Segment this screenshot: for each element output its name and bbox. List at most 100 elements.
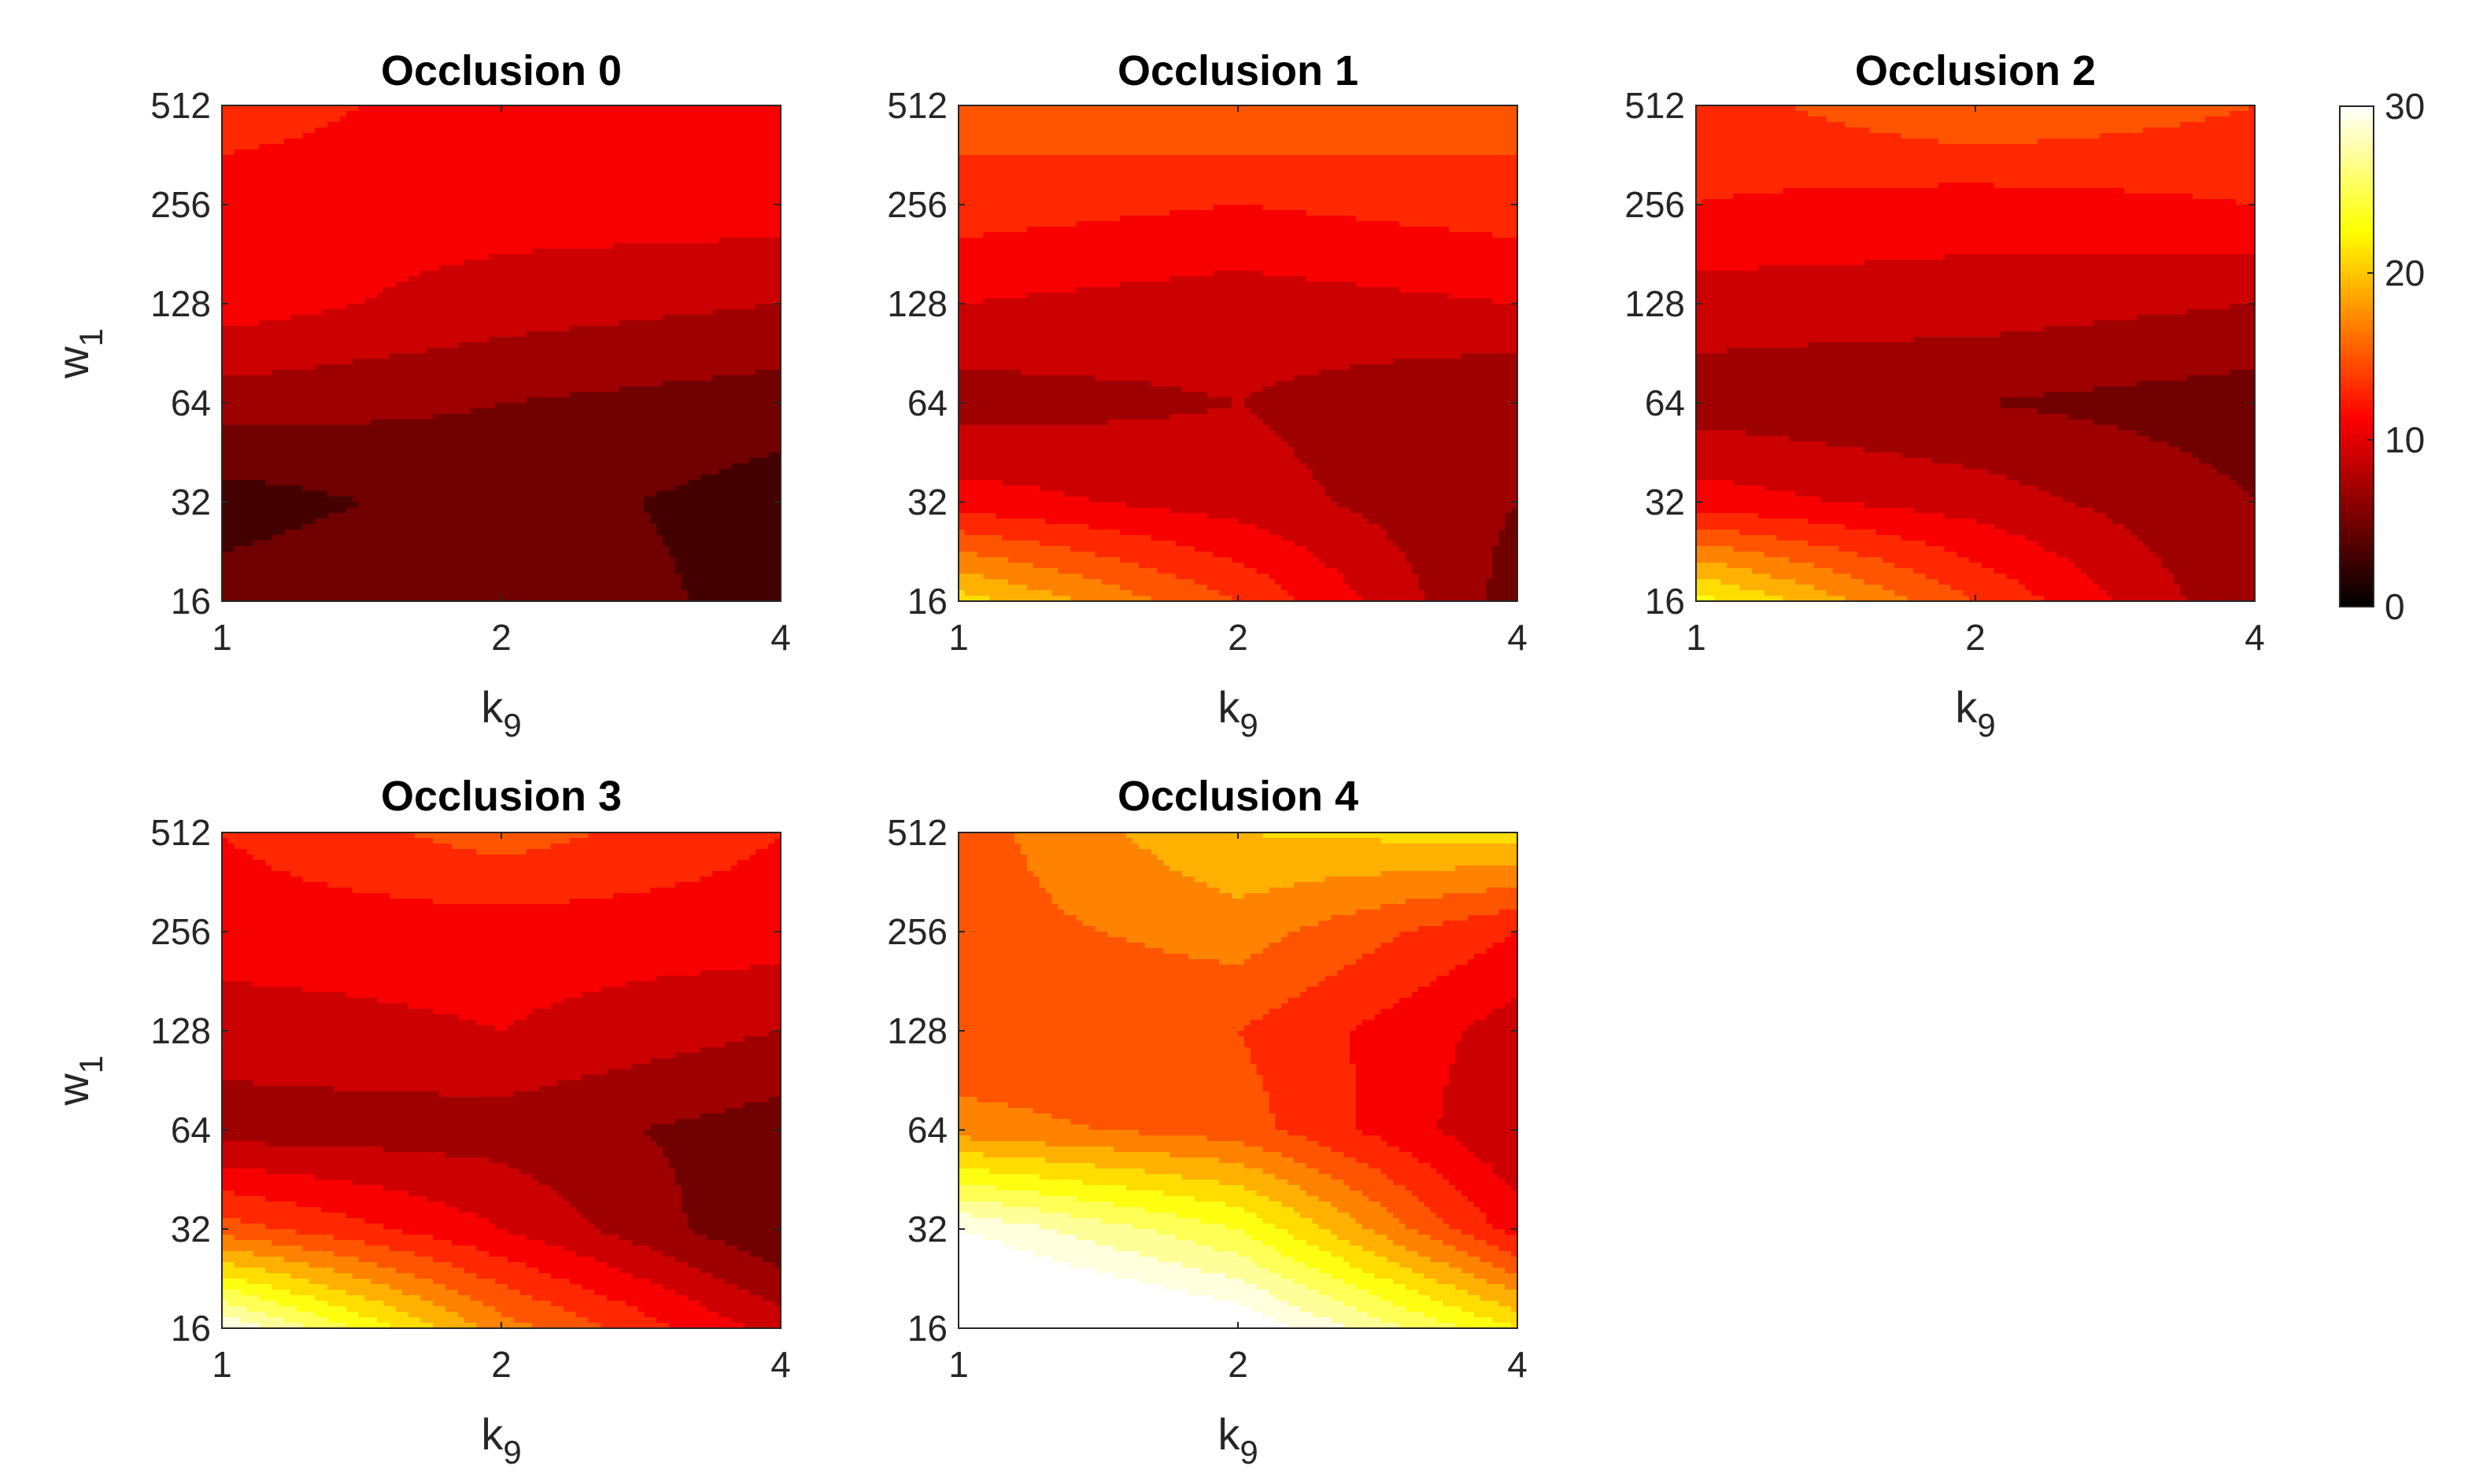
contour-cell: [228, 166, 235, 172]
contour-cell: [768, 127, 774, 134]
contour-cell: [458, 105, 464, 112]
contour-cell: [452, 122, 458, 128]
contour-cell: [731, 127, 737, 134]
contour-cell: [303, 161, 309, 167]
contour-cell: [359, 138, 365, 145]
contour-cell: [327, 127, 334, 134]
contour-cell: [719, 166, 725, 172]
contour-cell: [768, 166, 774, 172]
contour-cell: [619, 122, 626, 128]
contour-cell: [576, 144, 582, 150]
contour-cell: [303, 150, 309, 156]
contour-cell: [476, 116, 482, 123]
contour-cell: [514, 144, 520, 150]
contour-cell: [427, 105, 433, 112]
contour-cell: [482, 161, 489, 167]
contour-cell: [334, 150, 340, 156]
contour-cell: [235, 161, 241, 167]
contour-cell: [501, 166, 508, 172]
contour-cell: [514, 105, 520, 112]
contour-cell: [508, 166, 514, 172]
contour-cell: [600, 116, 607, 123]
contour-cell: [588, 105, 594, 112]
contour-cell: [694, 166, 700, 172]
contour-cell: [402, 138, 408, 145]
contour-cell: [489, 127, 495, 134]
contour-cell: [694, 133, 700, 139]
contour-cell: [353, 150, 359, 156]
contour-cell: [719, 133, 725, 139]
contour-cell: [235, 166, 241, 172]
contour-cell: [228, 105, 235, 112]
contour-cell: [321, 116, 327, 123]
contour-cell: [570, 105, 576, 112]
contour-cell: [340, 155, 346, 161]
contour-cell: [768, 144, 774, 150]
contour-cell: [346, 122, 353, 128]
contour-cell: [682, 105, 688, 112]
contour-cell: [415, 138, 421, 145]
contour-cell: [489, 133, 495, 139]
contour-cell: [420, 122, 427, 128]
contour-cell: [433, 161, 439, 167]
contour-cell: [527, 138, 533, 145]
contour-cell: [632, 155, 638, 161]
contour-cell: [750, 138, 756, 145]
contour-cell: [495, 127, 501, 134]
contour-cell: [619, 105, 626, 112]
contour-cell: [650, 111, 656, 117]
contour-cell: [532, 138, 538, 145]
contour-cell: [278, 133, 284, 139]
contour-cell: [340, 138, 346, 145]
contour-cell: [675, 166, 682, 172]
contour-cell: [613, 150, 619, 156]
contour-cell: [452, 150, 458, 156]
contour-cell: [464, 161, 471, 167]
contour-cell: [420, 105, 427, 112]
contour-cell: [247, 161, 253, 167]
contour-cell: [588, 127, 594, 134]
contour-cell: [532, 122, 538, 128]
contour-cell: [222, 138, 228, 145]
contour-cell: [594, 133, 600, 139]
contour-cell: [396, 122, 402, 128]
contour-cell: [508, 150, 514, 156]
contour-cell: [650, 127, 656, 134]
contour-cell: [563, 105, 570, 112]
contour-cell: [508, 122, 514, 128]
contour-cell: [390, 116, 396, 123]
contour-cell: [750, 105, 756, 112]
contour-cell: [452, 144, 458, 150]
contour-cell: [663, 116, 669, 123]
contour-cell: [371, 161, 377, 167]
contour-cell: [297, 138, 303, 145]
contour-cell: [725, 144, 731, 150]
contour-cell: [402, 144, 408, 150]
contour-cell: [737, 122, 744, 128]
contour-cell: [408, 105, 415, 112]
contour-cell: [626, 111, 632, 117]
contour-cell: [538, 127, 545, 134]
contour-cell: [557, 166, 563, 172]
contour-cell: [762, 150, 768, 156]
contour-cell: [582, 116, 589, 123]
contour-cell: [327, 150, 334, 156]
contour-cell: [247, 105, 253, 112]
contour-cell: [359, 144, 365, 150]
contour-cell: [247, 133, 253, 139]
contour-cell: [762, 122, 768, 128]
contour-cell: [353, 122, 359, 128]
contour-cell: [495, 161, 501, 167]
contour-cell: [744, 111, 750, 117]
contour-cell: [303, 166, 309, 172]
contour-cell: [682, 116, 688, 123]
contour-cell: [688, 138, 694, 145]
contour-cell: [744, 155, 750, 161]
contour-cell: [520, 105, 527, 112]
contour-cell: [359, 122, 365, 128]
contour-cell: [520, 111, 527, 117]
contour-cell: [532, 111, 538, 117]
contour-cell: [439, 122, 445, 128]
contour-cell: [706, 133, 712, 139]
contour-cell: [600, 138, 607, 145]
